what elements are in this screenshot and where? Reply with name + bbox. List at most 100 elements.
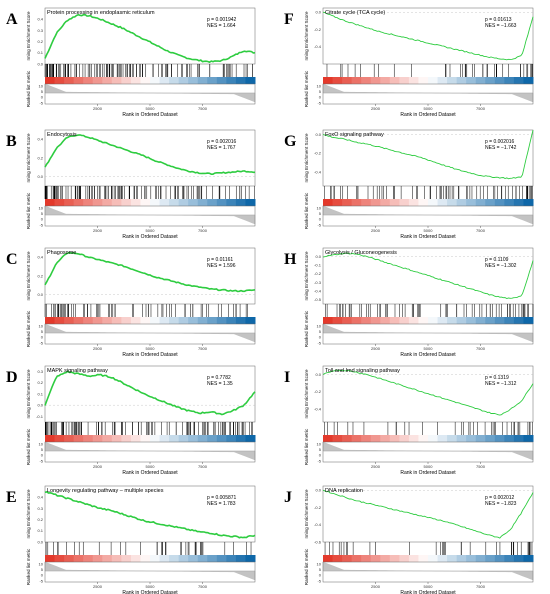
rank-color-segment <box>380 317 391 324</box>
rank-color-segment <box>140 77 151 84</box>
panel-title: Endocytosis <box>47 132 77 138</box>
rank-color-segment <box>111 555 122 562</box>
es-curve <box>322 11 534 61</box>
rank-color-segment <box>351 77 362 84</box>
rank-color-segment <box>197 435 208 442</box>
rank-color-segment <box>389 199 400 206</box>
metric-y-tick: 5 <box>41 211 44 216</box>
rank-color-segment <box>178 435 189 442</box>
es-axis-label: nning Enrichment Score <box>304 133 309 182</box>
es-y-tick: 0.1 <box>37 391 43 396</box>
rank-color-segment <box>235 77 246 84</box>
rank-color-segment <box>475 199 486 206</box>
rank-color-segment <box>169 77 180 84</box>
rank-color-segment <box>64 199 75 206</box>
es-y-tick: -0.4 <box>314 406 322 411</box>
rank-color-segment <box>111 77 122 84</box>
rank-color-segment <box>121 435 132 442</box>
metric-y-tick: 5 <box>319 211 322 216</box>
es-axis-label: nning Enrichment Score <box>304 489 309 538</box>
rank-color-segment <box>523 317 534 324</box>
metric-axis-label: Ranked list metric <box>304 428 309 465</box>
nes-value: NES = 1.664 <box>207 23 236 29</box>
x-tick-label: 7500 <box>476 106 486 111</box>
rank-color-segment <box>437 199 448 206</box>
rank-color-segment <box>351 435 362 442</box>
x-tick-label: 5000 <box>424 464 434 469</box>
metric-y-tick: 10 <box>317 83 322 88</box>
rank-color-segment <box>54 77 65 84</box>
rank-color-segment <box>370 555 381 562</box>
rank-color-segment <box>159 317 170 324</box>
rank-color-segment <box>130 199 141 206</box>
rank-color-segment <box>235 435 246 442</box>
es-frame <box>44 247 256 305</box>
es-y-tick: -0.4 <box>314 522 322 527</box>
rank-color-segment <box>197 555 208 562</box>
rank-color-segment <box>408 435 419 442</box>
rank-color-segment <box>447 317 458 324</box>
rank-color-segment <box>523 199 534 206</box>
p-value: p = 0.01613 <box>485 17 512 23</box>
x-axis-label: Rank in Ordered Dataset <box>400 234 456 240</box>
rank-color-segment <box>351 555 362 562</box>
nes-value: NES = −1.663 <box>485 23 517 29</box>
rank-color-segment <box>92 435 103 442</box>
es-curve <box>44 491 256 539</box>
es-y-tick: -0.3 <box>314 280 322 285</box>
metric-y-tick: -5 <box>317 222 321 227</box>
rank-color-segment <box>332 555 343 562</box>
rank-color-segment <box>456 77 467 84</box>
es-curve <box>44 370 256 416</box>
metric-y-tick: 0 <box>41 95 44 100</box>
metric-y-tick: 10 <box>39 561 44 566</box>
metric-y-tick: 5 <box>319 329 322 334</box>
rank-color-segment <box>159 77 170 84</box>
nes-value: NES = 1.35 <box>207 381 233 387</box>
metric-y-tick: 10 <box>39 205 44 210</box>
p-value: p = 0.001942 <box>207 17 237 23</box>
rank-color-segment <box>150 77 161 84</box>
rank-color-segment <box>504 317 515 324</box>
metric-axis-label: Ranked list metric <box>304 192 309 229</box>
rank-color-segment <box>140 317 151 324</box>
rank-color-segment <box>485 555 496 562</box>
rank-color-segment <box>150 317 161 324</box>
rank-color-segment <box>428 435 439 442</box>
rank-color-segment <box>475 317 486 324</box>
rank-color-segment <box>389 77 400 84</box>
rank-color-segment <box>408 555 419 562</box>
rank-color-segment <box>216 77 227 84</box>
x-tick-label: 2500 <box>371 228 381 233</box>
rank-color-segment <box>361 435 372 442</box>
rank-color-segment <box>389 555 400 562</box>
es-y-tick: 0.0 <box>37 539 43 544</box>
es-axis-label: nning Enrichment Score <box>26 489 31 538</box>
es-y-tick: -0.4 <box>314 288 322 293</box>
rank-color-segment <box>361 199 372 206</box>
rank-color-segment <box>64 77 75 84</box>
metric-y-tick: -5 <box>317 340 321 345</box>
es-frame <box>322 247 534 305</box>
rank-color-segment <box>504 555 515 562</box>
es-y-tick: 0.1 <box>37 50 43 55</box>
rank-color-segment <box>169 435 180 442</box>
x-tick-label: 5000 <box>146 106 156 111</box>
x-tick-label: 2500 <box>371 584 381 589</box>
rank-color-segment <box>140 435 151 442</box>
rank-color-segment <box>351 317 362 324</box>
es-frame <box>44 7 256 65</box>
rank-color-segment <box>466 77 477 84</box>
metric-y-tick: -5 <box>317 458 321 463</box>
rank-color-segment <box>428 77 439 84</box>
x-tick-label: 2500 <box>371 106 381 111</box>
metric-y-tick: 10 <box>317 561 322 566</box>
rank-color-segment <box>370 199 381 206</box>
metric-y-tick: 10 <box>317 205 322 210</box>
rank-color-segment <box>111 199 122 206</box>
rank-color-segment <box>418 435 429 442</box>
rank-color-segment <box>342 77 353 84</box>
metric-y-tick: 0 <box>41 217 44 222</box>
x-tick-label: 7500 <box>198 228 208 233</box>
